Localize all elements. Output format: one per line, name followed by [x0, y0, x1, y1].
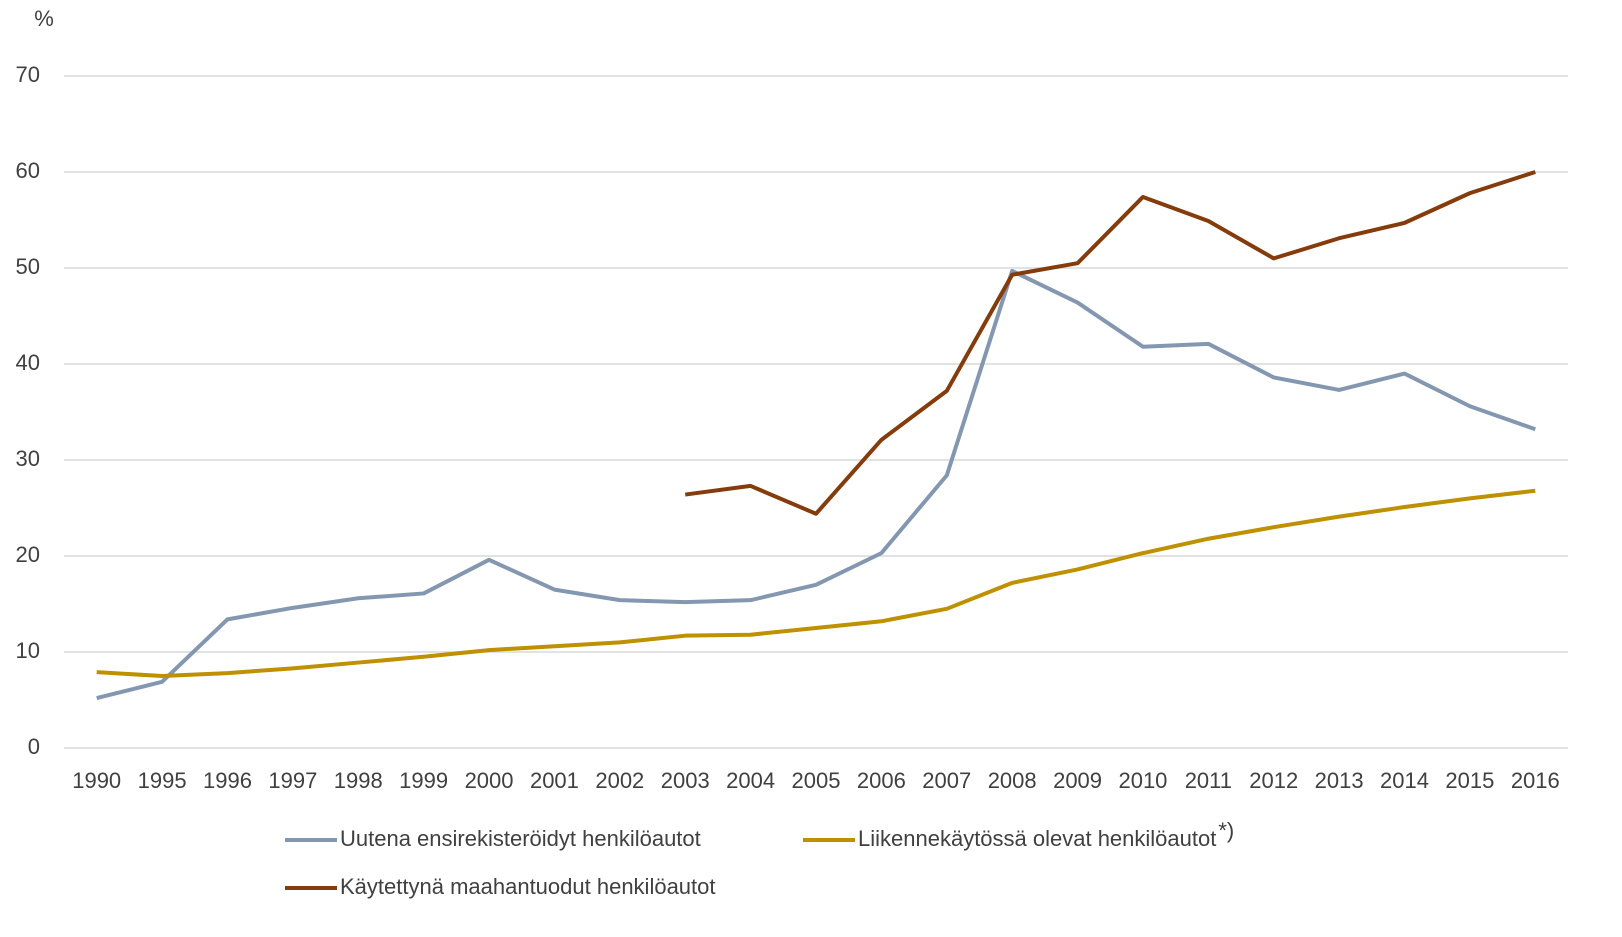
x-tick-label: 2016: [1511, 768, 1560, 793]
y-tick-label: 30: [16, 446, 40, 471]
x-tick-label: 2006: [857, 768, 906, 793]
legend-label: Liikennekäytössä olevat henkilöautot: [858, 826, 1216, 851]
x-tick-label: 2007: [922, 768, 971, 793]
series-line: [684, 170, 1536, 516]
x-tick-label: 2004: [726, 768, 775, 793]
x-tick-label: 1998: [334, 768, 383, 793]
legend-label: Käytettynä maahantuodut henkilöautot: [340, 874, 716, 899]
x-tick-label: 2009: [1053, 768, 1102, 793]
x-tick-label: 1990: [72, 768, 121, 793]
x-tick-label: 1996: [203, 768, 252, 793]
y-tick-label: 50: [16, 254, 40, 279]
x-tick-label: 1999: [399, 768, 448, 793]
x-tick-label: 2014: [1380, 768, 1429, 793]
x-tick-label: 2015: [1445, 768, 1494, 793]
y-tick-label: 70: [16, 62, 40, 87]
x-tick-label: 1997: [268, 768, 317, 793]
y-axis-label: %: [34, 6, 54, 31]
x-tick-label: 2003: [661, 768, 710, 793]
x-tick-label: 2013: [1315, 768, 1364, 793]
x-tick-label: 1995: [138, 768, 187, 793]
x-tick-label: 2005: [792, 768, 841, 793]
series-line: [96, 488, 1536, 678]
legend-label: Uutena ensirekisteröidyt henkilöautot: [340, 826, 701, 851]
x-tick-label: 2010: [1118, 768, 1167, 793]
y-tick-label: 40: [16, 350, 40, 375]
x-tick-label: 2000: [465, 768, 514, 793]
series-line: [96, 268, 1536, 701]
x-tick-label: 2008: [988, 768, 1037, 793]
y-tick-label: 20: [16, 542, 40, 567]
x-tick-label: 2001: [530, 768, 579, 793]
y-tick-label: 0: [28, 734, 40, 759]
x-tick-label: 2011: [1185, 768, 1232, 793]
x-tick-label: 2002: [595, 768, 644, 793]
legend-superscript: *): [1218, 818, 1234, 843]
x-tick-label: 2012: [1249, 768, 1298, 793]
y-tick-label: 60: [16, 158, 40, 183]
y-tick-label: 10: [16, 638, 40, 663]
